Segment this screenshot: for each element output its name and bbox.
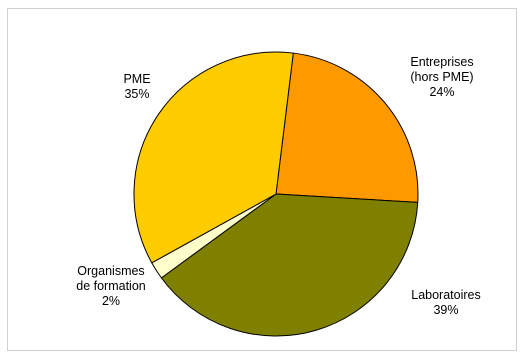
- pie-label-text: (hors PME): [410, 70, 473, 84]
- pie-label-value: 24%: [429, 85, 454, 99]
- pie-label-text: de formation: [76, 279, 146, 293]
- pie-label-value: 2%: [102, 294, 120, 308]
- pie-label-2: Organismes de formation 2%: [76, 264, 146, 308]
- pie-labels: Entreprises (hors PME) 24% Laboratoires 39% O…: [76, 55, 480, 317]
- pie-label-value: 39%: [433, 303, 458, 317]
- pie-label-text: Entreprises: [410, 55, 473, 69]
- pie-label-3: PME 35%: [123, 72, 150, 101]
- pie-slices: [133, 51, 419, 337]
- pie-label-1: Laboratoires 39%: [411, 288, 481, 317]
- pie-label-text: PME: [123, 72, 150, 86]
- pie-label-value: 35%: [124, 87, 149, 101]
- pie-label-0: Entreprises (hors PME) 24%: [410, 55, 473, 99]
- pie-label-text: Organismes: [77, 264, 144, 278]
- pie-slice-0: [275, 52, 419, 203]
- pie-slice-3: [133, 51, 294, 264]
- pie-slice-1: [160, 193, 419, 337]
- pie-label-text: Laboratoires: [411, 288, 481, 302]
